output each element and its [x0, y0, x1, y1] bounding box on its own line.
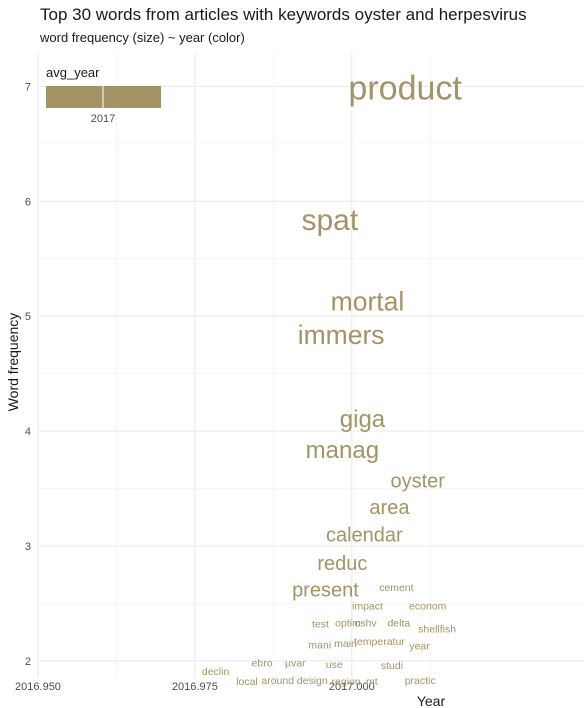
word-label: reduc	[317, 553, 367, 575]
word-label: mani	[308, 639, 331, 651]
word-label: local	[236, 676, 258, 688]
word-label: delta	[387, 618, 410, 630]
x-axis-ticks: 2016.950 2016.975 2017.000	[15, 681, 375, 693]
word-label: shellfish	[418, 623, 456, 635]
word-label: manag	[306, 437, 379, 464]
word-label: µvar	[285, 658, 306, 670]
word-label: area	[369, 497, 410, 519]
chart-subtitle: word frequency (size) ~ year (color)	[39, 30, 245, 45]
legend: avg_year 2017	[46, 65, 161, 125]
y-tick-label: 5	[25, 311, 31, 323]
word-label: econom	[409, 600, 447, 612]
word-label: year	[409, 641, 430, 653]
word-label: immers	[298, 320, 385, 350]
word-label: temperatur	[354, 636, 405, 648]
y-axis-title: Word frequency	[5, 313, 21, 412]
word-label: spat	[301, 204, 358, 237]
x-tick-label: 2016.950	[15, 681, 61, 693]
legend-label: 2017	[91, 113, 115, 125]
word-label: oyster	[390, 470, 445, 492]
word-label: use	[326, 659, 343, 671]
word-label: oshv	[355, 618, 378, 630]
chart-title: Top 30 words from articles with keywords…	[40, 5, 527, 24]
word-label: impact	[352, 600, 383, 612]
y-tick-label: 2	[25, 656, 31, 668]
legend-title: avg_year	[46, 65, 100, 80]
word-label: studi	[381, 660, 403, 672]
y-axis-ticks: 2 3 4 5 6 7	[25, 81, 31, 667]
word-label: product	[348, 70, 462, 108]
word-label: design	[297, 675, 328, 687]
word-label: giga	[340, 406, 386, 433]
y-tick-label: 7	[25, 81, 31, 93]
word-label: around	[261, 675, 294, 687]
x-tick-label: 2017.000	[329, 681, 375, 693]
plot-grid	[37, 52, 584, 678]
y-tick-label: 6	[25, 196, 31, 208]
y-tick-label: 3	[25, 541, 31, 553]
word-label: test	[312, 619, 329, 631]
word-label: region	[332, 676, 361, 688]
word-label: present	[292, 580, 359, 602]
word-label: calendar	[326, 524, 403, 546]
word-label: optim	[335, 618, 361, 630]
y-tick-label: 4	[25, 426, 31, 438]
word-label: practic	[405, 675, 436, 687]
x-axis-title: Year	[417, 693, 446, 708]
word-label: ebro	[252, 658, 273, 670]
word-label: cement	[379, 582, 414, 594]
word-label: main	[334, 638, 357, 650]
word-label: declin	[202, 666, 230, 678]
x-tick-label: 2016.975	[172, 681, 218, 693]
word-label: mortal	[331, 287, 405, 317]
word-label: mt	[366, 676, 378, 688]
